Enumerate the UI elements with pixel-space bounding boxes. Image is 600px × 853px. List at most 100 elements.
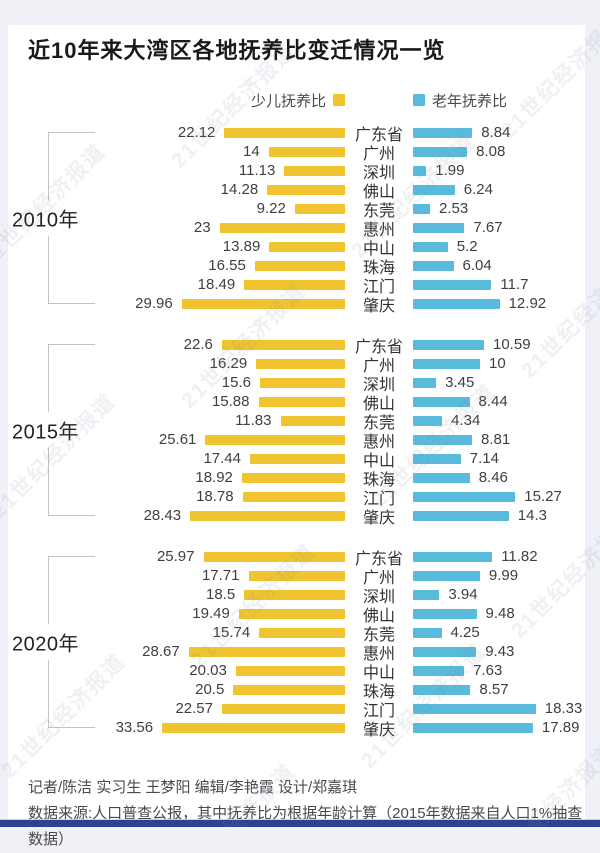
child-ratio-value: 11.83 [235,412,272,429]
city-label: 珠海 [362,259,395,277]
elder-ratio-bar [413,510,509,521]
page-title: 近10年来大湾区各地抚养比变迁情况一览 [28,38,446,63]
city-label: 深圳 [362,376,395,394]
legend-elder-swatch-icon [413,94,425,106]
city-label: 东莞 [362,626,395,644]
elder-ratio-bar [413,722,533,733]
child-ratio-value: 25.61 [158,431,197,448]
elder-ratio-bar [413,491,516,502]
child-ratio-value: 18.78 [196,488,234,505]
elder-ratio-bar [413,703,536,714]
bar-row: 22.12 广东省 8.84 [8,123,585,144]
city-label: 惠州 [362,645,395,663]
child-ratio-value: 17.44 [203,450,241,467]
year-label: 2015年 [10,412,81,448]
bar-row: 11.13 深圳 1.99 [8,161,585,182]
child-ratio-value: 22.12 [177,124,216,141]
child-ratio-value: 13.89 [222,238,261,255]
city-label: 广州 [362,357,395,375]
elder-ratio-bar [413,165,427,176]
elder-ratio-bar [413,472,470,483]
city-label: 肇庆 [362,297,395,315]
elder-ratio-bar [413,222,465,233]
legend-elder: 老年抚养比 [413,90,507,111]
city-label: 江门 [362,278,395,296]
elder-ratio-value: 8.44 [478,393,508,410]
child-ratio-value: 23 [193,219,211,236]
elder-ratio-bar [413,298,500,309]
elder-ratio-value: 9.99 [488,567,519,584]
elder-ratio-bar [413,260,454,271]
bar-row: 23 惠州 7.67 [8,218,585,239]
child-ratio-bar [259,627,345,638]
elder-ratio-value: 8.57 [479,681,509,698]
elder-ratio-value: 7.14 [469,450,499,467]
city-label: 广东省 [354,338,403,356]
bar-row: 20.03 中山 7.63 [8,661,585,682]
bar-row: 22.57 江门 18.33 [8,699,585,720]
elder-ratio-bar [413,279,492,290]
bar-row: 15.6 深圳 3.45 [8,373,585,394]
elder-ratio-value: 15.27 [524,488,562,505]
child-ratio-bar [219,222,345,233]
child-ratio-bar [203,551,345,562]
elder-ratio-value: 8.46 [478,469,508,486]
elder-ratio-bar [413,415,443,426]
elder-ratio-value: 14.3 [517,507,547,524]
child-ratio-value: 14 [243,143,260,160]
bar-row: 14.28 佛山 6.24 [8,180,585,201]
elder-ratio-value: 7.67 [473,219,503,236]
elder-ratio-bar [413,434,472,445]
child-ratio-bar [224,127,345,138]
elder-ratio-value: 10.59 [493,336,531,353]
child-ratio-value: 9.22 [256,200,286,217]
elder-ratio-value: 8.84 [481,124,511,141]
bar-row: 18.49 江门 11.7 [8,275,585,296]
elder-ratio-bar [413,127,473,138]
credits-line: 记者/陈洁 实习生 王梦阳 编辑/李艳霞 设计/郑嘉琪 [28,779,358,796]
elder-ratio-value: 8.81 [481,431,511,448]
city-label: 广东省 [354,126,403,144]
child-ratio-value: 18.92 [195,469,233,486]
child-ratio-bar [254,260,345,271]
elder-ratio-value: 6.04 [462,257,492,274]
city-label: 肇庆 [362,509,395,527]
elder-ratio-bar [413,589,440,600]
bar-row: 33.56 肇庆 17.89 [8,718,585,739]
city-label: 中山 [362,240,395,258]
city-label: 广州 [362,145,395,163]
elder-ratio-bar [413,646,477,657]
city-label: 江门 [362,702,395,720]
legend-child-swatch-icon [333,94,345,106]
child-ratio-value: 18.5 [206,586,236,603]
city-label: 肇庆 [362,721,395,739]
elder-ratio-bar [413,184,455,195]
elder-ratio-value: 2.53 [439,200,469,217]
elder-ratio-bar [413,339,484,350]
city-label: 中山 [362,664,395,682]
elder-ratio-value: 7.63 [473,662,503,679]
child-ratio-value: 20.5 [195,681,225,698]
elder-ratio-value: 8.08 [476,143,506,160]
child-ratio-bar [256,358,345,369]
elder-ratio-value: 3.45 [445,374,475,391]
elder-ratio-bar [413,608,477,619]
child-ratio-bar [221,339,345,350]
child-ratio-bar [233,684,345,695]
child-ratio-value: 16.55 [208,257,246,274]
child-ratio-value: 15.88 [211,393,250,410]
elder-ratio-value: 1.99 [435,162,465,179]
elder-ratio-bar [413,203,430,214]
bar-row: 11.83 东莞 4.34 [8,411,585,432]
child-ratio-bar [235,665,345,676]
bar-row: 16.55 珠海 6.04 [8,256,585,277]
child-ratio-value: 22.57 [175,700,213,717]
elder-ratio-bar [413,570,480,581]
elder-ratio-value: 11.82 [501,548,538,565]
child-ratio-bar [190,510,345,521]
elder-ratio-value: 9.43 [485,643,515,660]
infographic-card: 近10年来大湾区各地抚养比变迁情况一览 少儿抚养比 老年抚养比 2010年 22.… [8,25,585,848]
elder-ratio-bar [413,551,493,562]
bar-row: 15.74 东莞 4.25 [8,623,585,644]
tornado-chart: 2010年 22.12 广东省 8.84 14 广州 8.08 11.13 深圳 1.99 14.2… [8,123,585,739]
